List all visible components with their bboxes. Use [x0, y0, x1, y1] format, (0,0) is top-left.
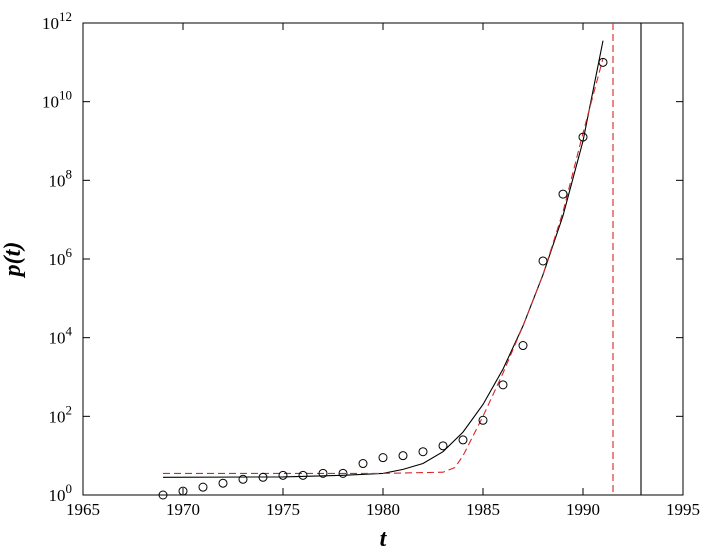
y-tick-label: 102 — [49, 402, 73, 426]
fit-solid-line — [162, 40, 604, 478]
plot-area — [82, 22, 684, 496]
data-point — [518, 341, 528, 351]
y-tick-label: 100 — [49, 481, 73, 505]
x-tick-label: 1970 — [166, 500, 200, 519]
data-point — [298, 470, 308, 480]
axis-ticks — [82, 22, 684, 496]
observation-markers — [158, 57, 608, 500]
x-tick-label: 1990 — [566, 500, 600, 519]
y-tick-label: 1012 — [42, 9, 72, 33]
data-point — [198, 482, 208, 492]
data-point — [558, 189, 568, 199]
y-tick-labels: 100 102 104 106 108 1010 1012 — [42, 9, 73, 505]
data-point — [278, 470, 288, 480]
data-point — [438, 441, 448, 451]
x-tick-label: 1975 — [266, 500, 300, 519]
data-point — [398, 451, 408, 461]
data-point — [258, 472, 268, 482]
data-point — [338, 468, 348, 478]
data-point — [238, 474, 248, 484]
x-tick-label: 1980 — [366, 500, 400, 519]
data-point — [158, 490, 168, 500]
x-tick-label: 1995 — [666, 500, 700, 519]
y-tick-label: 104 — [49, 324, 73, 348]
data-point — [598, 57, 608, 67]
series-lines — [162, 23, 642, 495]
y-tick-label: 1010 — [42, 88, 72, 112]
x-tick-label: 1965 — [66, 500, 100, 519]
data-point — [218, 478, 228, 488]
y-axis-title: p(t) — [0, 242, 26, 279]
data-point — [418, 447, 428, 457]
y-tick-label: 106 — [49, 245, 73, 269]
data-point — [538, 256, 548, 266]
data-point — [578, 132, 588, 142]
data-point — [178, 486, 188, 496]
y-tick-label: 108 — [49, 166, 73, 190]
x-axis-title: t — [380, 526, 388, 552]
data-point — [458, 435, 468, 445]
data-point — [318, 468, 328, 478]
data-point — [478, 415, 488, 425]
data-point — [378, 453, 388, 463]
data-point — [498, 380, 508, 390]
x-tick-label: 1985 — [466, 500, 500, 519]
data-point — [358, 459, 368, 469]
x-tick-labels: 1965 1970 1975 1980 1985 1990 1995 — [66, 500, 700, 519]
